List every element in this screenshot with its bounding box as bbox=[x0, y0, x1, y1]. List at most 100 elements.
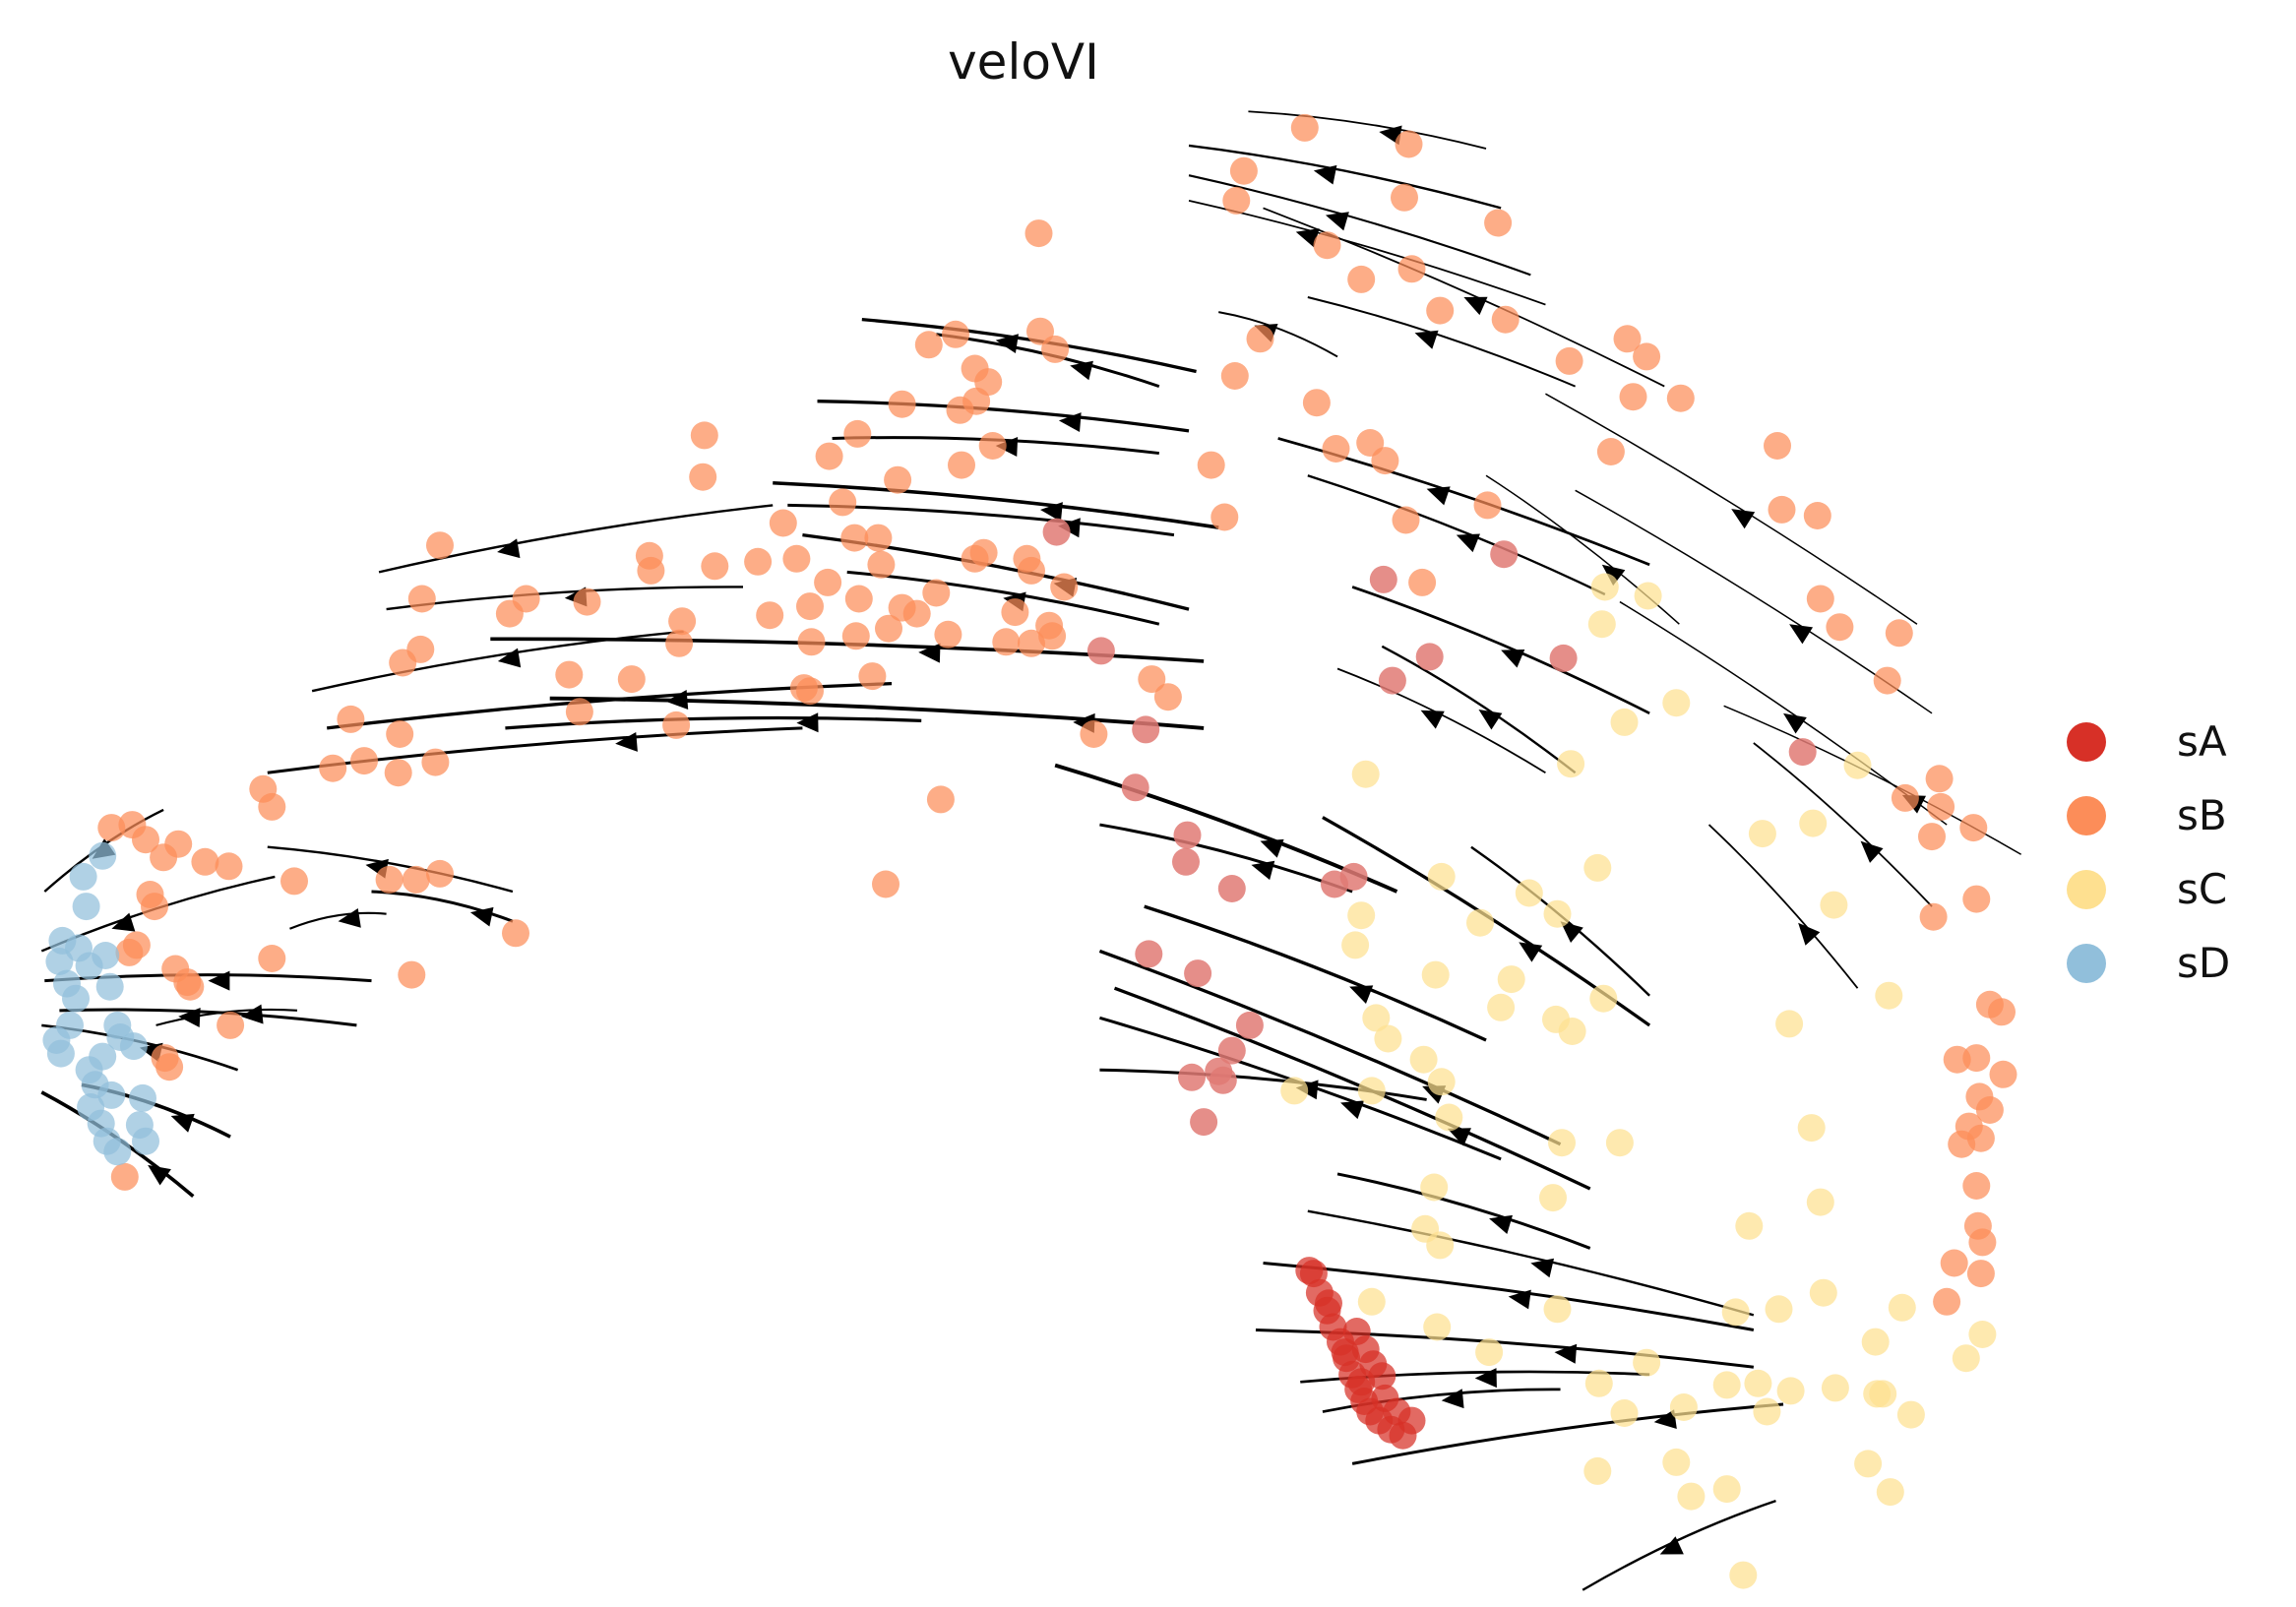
data-point bbox=[843, 419, 872, 448]
streamline-arrow bbox=[1860, 840, 1884, 863]
data-point bbox=[1368, 1362, 1396, 1391]
data-point bbox=[1041, 335, 1070, 363]
legend-label: sA bbox=[2177, 717, 2227, 766]
streamline-arrow bbox=[1456, 533, 1480, 553]
data-point bbox=[122, 931, 151, 959]
data-point bbox=[1918, 823, 1946, 851]
data-point bbox=[662, 711, 691, 739]
data-point bbox=[1803, 502, 1831, 529]
data-point bbox=[1018, 556, 1045, 585]
streamline bbox=[1351, 1402, 1784, 1465]
data-point bbox=[1543, 1295, 1572, 1324]
data-point bbox=[1633, 342, 1661, 371]
data-point bbox=[969, 538, 998, 567]
data-point bbox=[1748, 820, 1776, 848]
data-point bbox=[668, 607, 697, 636]
streamline-arrow bbox=[1653, 1409, 1677, 1430]
data-point bbox=[1246, 325, 1274, 353]
data-point bbox=[992, 628, 1021, 656]
data-point bbox=[1315, 1289, 1342, 1318]
data-point bbox=[150, 843, 178, 872]
streamline-arrow bbox=[1554, 1343, 1578, 1364]
data-point bbox=[844, 585, 873, 613]
data-point bbox=[319, 754, 347, 782]
legend-swatch bbox=[2067, 795, 2106, 835]
data-point bbox=[1484, 209, 1513, 237]
data-point bbox=[398, 960, 426, 989]
streamline bbox=[1099, 823, 1353, 894]
data-point bbox=[1408, 568, 1437, 596]
data-point bbox=[89, 841, 117, 870]
data-point bbox=[1383, 1397, 1411, 1426]
data-point bbox=[1927, 792, 1955, 821]
streamline-arrow bbox=[1426, 486, 1451, 506]
data-point bbox=[1948, 1130, 1976, 1158]
data-point bbox=[89, 1042, 117, 1071]
data-point bbox=[1610, 1399, 1639, 1427]
legend: sA sB sC sD bbox=[2067, 705, 2230, 1000]
data-point bbox=[97, 814, 126, 842]
data-point bbox=[1347, 265, 1376, 293]
data-point bbox=[1229, 156, 1258, 185]
streamline-arrow bbox=[1731, 509, 1756, 529]
data-point bbox=[1826, 613, 1854, 642]
legend-item: sC bbox=[2067, 852, 2230, 926]
data-point bbox=[103, 1138, 132, 1166]
data-point bbox=[1605, 1129, 1634, 1157]
data-point bbox=[867, 550, 896, 579]
data-point bbox=[1968, 1228, 1997, 1257]
data-point bbox=[1666, 384, 1695, 412]
streamline bbox=[817, 400, 1190, 433]
data-point bbox=[1933, 1287, 1961, 1316]
streamline bbox=[311, 630, 684, 693]
data-point bbox=[864, 524, 893, 552]
data-point bbox=[258, 792, 286, 821]
data-point bbox=[1549, 644, 1578, 672]
streamline bbox=[267, 726, 803, 774]
legend-label: sD bbox=[2177, 939, 2231, 987]
streamline-arrow bbox=[1798, 922, 1821, 946]
data-point bbox=[1178, 1063, 1206, 1091]
data-point bbox=[1173, 821, 1202, 849]
data-point bbox=[1940, 1249, 1968, 1277]
data-point bbox=[1788, 738, 1817, 767]
data-point bbox=[45, 948, 74, 975]
data-point bbox=[375, 865, 403, 894]
streamline-arrow bbox=[170, 1113, 195, 1133]
data-point bbox=[789, 674, 818, 703]
data-point bbox=[1558, 1018, 1586, 1045]
streamline-arrow bbox=[1530, 1258, 1555, 1278]
data-point bbox=[502, 919, 529, 948]
data-point bbox=[1121, 773, 1149, 802]
data-point bbox=[884, 465, 912, 494]
data-point bbox=[1619, 383, 1647, 411]
data-point bbox=[872, 870, 900, 898]
streamline bbox=[1336, 1172, 1591, 1250]
data-point bbox=[1712, 1475, 1741, 1504]
data-point bbox=[1634, 582, 1662, 610]
data-point bbox=[1583, 1456, 1612, 1485]
data-point bbox=[1050, 573, 1079, 601]
streamline-arrow bbox=[1474, 1368, 1497, 1389]
data-point bbox=[151, 1044, 179, 1073]
data-point bbox=[1888, 1293, 1916, 1322]
data-point bbox=[1589, 984, 1618, 1013]
data-point bbox=[922, 579, 951, 607]
streamline bbox=[1263, 207, 1665, 388]
streamline-arrow bbox=[1789, 624, 1814, 645]
streamline-arrow bbox=[1251, 860, 1275, 881]
data-point bbox=[1861, 1328, 1890, 1356]
streamline bbox=[289, 911, 387, 930]
data-point bbox=[1968, 1321, 1997, 1348]
streamline bbox=[773, 480, 1219, 529]
velocity-streamlines bbox=[40, 110, 2022, 1591]
streamline-arrow bbox=[469, 906, 494, 927]
data-point bbox=[106, 1023, 135, 1051]
data-point bbox=[1806, 1188, 1834, 1216]
data-point bbox=[1799, 809, 1828, 837]
data-point bbox=[1768, 495, 1796, 524]
data-point bbox=[132, 1127, 159, 1155]
data-point bbox=[888, 390, 916, 418]
data-point bbox=[796, 592, 824, 621]
